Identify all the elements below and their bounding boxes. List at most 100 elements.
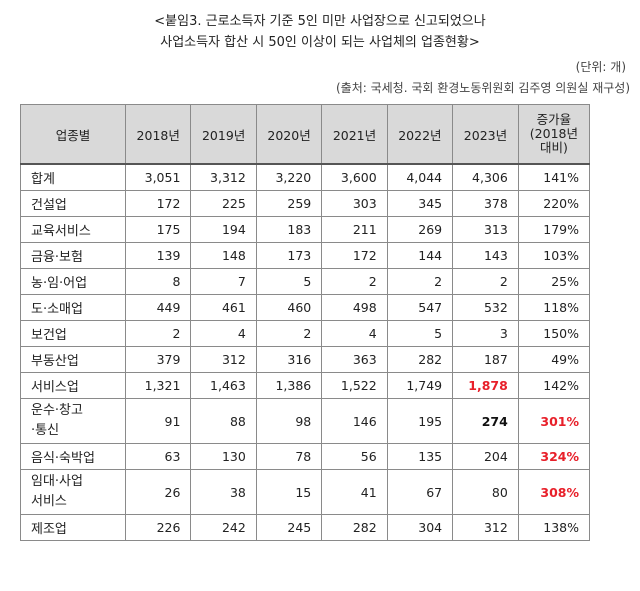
cell-value: 26 — [124, 469, 192, 515]
table-row: 교육서비스 175 194 183 211 269 313 179% — [20, 216, 591, 243]
cell-rate: 141% — [517, 163, 591, 191]
cell-value: 187 — [452, 346, 519, 373]
cell-value: 242 — [190, 514, 257, 541]
cell-value: 2 — [124, 320, 192, 347]
cell-rate: 103% — [517, 242, 591, 269]
row-category-line1: 임대·사업 — [31, 474, 83, 489]
title-line-1: <붙임3. 근로소득자 기준 5인 미만 사업장으로 신고되었으나 — [154, 14, 486, 29]
cell-value: 143 — [452, 242, 519, 269]
cell-rate-highlight: 308% — [517, 469, 591, 515]
cell-value: 80 — [452, 469, 519, 515]
header-row: 업종별 2018년 2019년 2020년 2021년 2022년 2023년 … — [20, 104, 591, 165]
cell-value: 183 — [255, 216, 323, 243]
cell-rate: 150% — [517, 320, 591, 347]
row-category: 농·임·어업 — [20, 268, 126, 295]
row-category-line2: ·통신 — [31, 423, 60, 438]
cell-value: 3 — [452, 320, 519, 347]
table-row: 농·임·어업 8 7 5 2 2 2 25% — [20, 268, 591, 295]
table-row: 보건업 2 4 2 4 5 3 150% — [20, 320, 591, 347]
table-row: 음식·숙박업 63 130 78 56 135 204 324% — [20, 443, 591, 470]
cell-value: 461 — [190, 294, 257, 321]
cell-rate: 118% — [517, 294, 591, 321]
row-category: 도·소매업 — [20, 294, 126, 321]
cell-value: 195 — [386, 398, 454, 444]
cell-rate: 179% — [517, 216, 591, 243]
row-category: 음식·숙박업 — [20, 443, 126, 470]
cell-value: 67 — [386, 469, 454, 515]
row-category: 보건업 — [20, 320, 126, 347]
cell-value: 363 — [321, 346, 388, 373]
cell-value: 173 — [255, 242, 323, 269]
cell-value: 2 — [321, 268, 388, 295]
cell-rate-highlight: 301% — [517, 398, 591, 444]
cell-value: 312 — [190, 346, 257, 373]
cell-value: 282 — [386, 346, 454, 373]
cell-value: 225 — [190, 190, 257, 217]
cell-value: 135 — [386, 443, 454, 470]
cell-value: 98 — [255, 398, 323, 444]
cell-value: 5 — [255, 268, 323, 295]
title-line-2: 사업소득자 합산 시 50인 이상이 되는 사업체의 업종현황> — [160, 35, 480, 50]
cell-value: 245 — [255, 514, 323, 541]
cell-rate-highlight: 324% — [517, 443, 591, 470]
cell-value: 4 — [190, 320, 257, 347]
cell-value: 56 — [321, 443, 388, 470]
cell-value: 345 — [386, 190, 454, 217]
cell-value: 3,600 — [321, 163, 388, 191]
cell-value: 460 — [255, 294, 323, 321]
cell-rate: 142% — [517, 372, 591, 399]
cell-value: 303 — [321, 190, 388, 217]
cell-rate: 25% — [517, 268, 591, 295]
cell-value: 2 — [255, 320, 323, 347]
table-row: 부동산업 379 312 316 363 282 187 49% — [20, 346, 591, 373]
cell-value: 172 — [321, 242, 388, 269]
cell-value: 4 — [321, 320, 388, 347]
cell-value: 41 — [321, 469, 388, 515]
table-row: 건설업 172 225 259 303 345 378 220% — [20, 190, 591, 217]
cell-value: 139 — [124, 242, 192, 269]
cell-rate: 49% — [517, 346, 591, 373]
cell-value: 3,051 — [124, 163, 192, 191]
header-rate-line1: 증가율 — [536, 112, 572, 127]
cell-value: 144 — [386, 242, 454, 269]
cell-value: 313 — [452, 216, 519, 243]
cell-value: 38 — [190, 469, 257, 515]
source-note: (출처: 국세청. 국회 환경노동위원회 김주영 의원실 재구성) — [335, 81, 630, 95]
unit-note: (단위: 개) — [575, 60, 626, 74]
cell-value: 379 — [124, 346, 192, 373]
cell-value: 78 — [255, 443, 323, 470]
cell-value: 378 — [452, 190, 519, 217]
row-category: 건설업 — [20, 190, 126, 217]
cell-value: 204 — [452, 443, 519, 470]
cell-value: 3,312 — [190, 163, 257, 191]
header-year-2018: 2018년 — [124, 104, 192, 165]
table-row: 합계 3,051 3,312 3,220 3,600 4,044 4,306 1… — [20, 163, 591, 191]
cell-value: 498 — [321, 294, 388, 321]
cell-value: 226 — [124, 514, 192, 541]
table-row: 금융·보험 139 148 173 172 144 143 103% — [20, 242, 591, 269]
header-year-2020: 2020년 — [255, 104, 323, 165]
header-year-2021: 2021년 — [321, 104, 388, 165]
cell-value: 316 — [255, 346, 323, 373]
cell-value: 91 — [124, 398, 192, 444]
cell-value: 130 — [190, 443, 257, 470]
cell-value: 1,321 — [124, 372, 192, 399]
row-category: 금융·보험 — [20, 242, 126, 269]
table-row: 도·소매업 449 461 460 498 547 532 118% — [20, 294, 591, 321]
cell-value: 4,306 — [452, 163, 519, 191]
cell-value: 1,463 — [190, 372, 257, 399]
cell-value: 259 — [255, 190, 323, 217]
table-row: 제조업 226 242 245 282 304 312 138% — [20, 514, 591, 541]
row-category: 서비스업 — [20, 372, 126, 399]
cell-value: 5 — [386, 320, 454, 347]
header-year-2019: 2019년 — [190, 104, 257, 165]
table-row: 서비스업 1,321 1,463 1,386 1,522 1,749 1,878… — [20, 372, 591, 399]
header-rate: 증가율 (2018년 대비) — [517, 104, 591, 165]
industry-table: 업종별 2018년 2019년 2020년 2021년 2022년 2023년 … — [20, 104, 591, 541]
header-category: 업종별 — [20, 104, 126, 165]
cell-rate: 220% — [517, 190, 591, 217]
cell-value: 2 — [452, 268, 519, 295]
cell-value: 7 — [190, 268, 257, 295]
cell-value: 3,220 — [255, 163, 323, 191]
cell-value: 304 — [386, 514, 454, 541]
